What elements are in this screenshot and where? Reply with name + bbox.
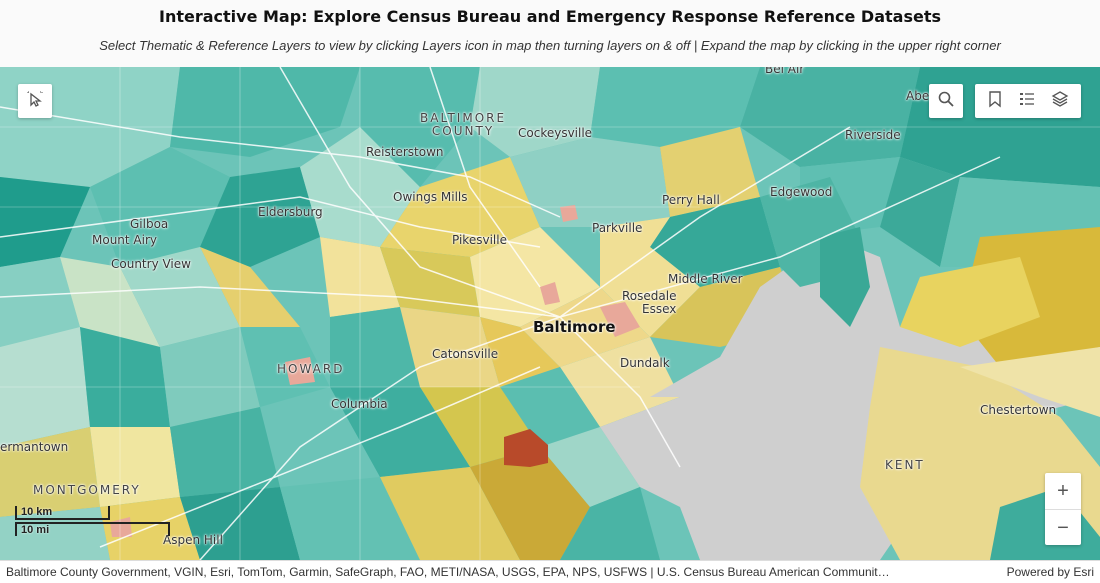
page-subtitle: Select Thematic & Reference Layers to vi… — [99, 38, 1001, 53]
label-essex: Essex — [642, 302, 677, 316]
attribution-sources[interactable]: Baltimore County Government, VGIN, Esri,… — [6, 565, 890, 579]
zoom-in-button[interactable]: + — [1045, 473, 1081, 510]
layers-icon — [1052, 90, 1069, 107]
header: Interactive Map: Explore Census Bureau a… — [0, 0, 1100, 68]
page-title: Interactive Map: Explore Census Bureau a… — [158, 7, 941, 26]
label-mount-airy: Mount Airy — [92, 233, 158, 247]
label-reisterstown: Reisterstown — [366, 145, 444, 159]
map-toolbar — [975, 84, 1081, 118]
label-baltimore-county: BALTIMORE COUNTY — [420, 111, 507, 138]
bookmark-icon — [988, 90, 1001, 107]
label-aspen-hill: Aspen Hill — [163, 533, 223, 547]
label-gilboa: Gilboa — [130, 217, 169, 231]
label-owings-mills: Owings Mills — [393, 190, 468, 204]
label-parkville: Parkville — [592, 221, 643, 235]
scale-mi: 10 mi — [15, 522, 170, 536]
label-aberdeen: Abe — [906, 89, 930, 103]
label-middle-river: Middle River — [668, 272, 743, 286]
label-dundalk: Dundalk — [620, 356, 670, 370]
label-howard: HOWARD — [277, 362, 345, 376]
search-icon — [937, 90, 955, 113]
scale-bar: 10 km 10 mi — [15, 506, 170, 536]
select-tool-button[interactable] — [18, 84, 52, 118]
label-edgewood: Edgewood — [770, 185, 833, 199]
label-country-view: Country View — [111, 257, 191, 271]
legend-button[interactable] — [1018, 90, 1036, 113]
choropleth-layer — [0, 67, 1100, 560]
legend-icon — [1019, 92, 1034, 105]
label-riverside: Riverside — [845, 128, 901, 142]
powered-by-esri[interactable]: Powered by Esri — [1006, 565, 1094, 579]
bookmark-button[interactable] — [987, 90, 1003, 113]
label-chestertown: Chestertown — [980, 403, 1057, 417]
zoom-out-button[interactable]: − — [1045, 510, 1081, 546]
label-cockeysville: Cockeysville — [518, 126, 593, 140]
label-kent: KENT — [885, 458, 925, 472]
label-catonsville: Catonsville — [432, 347, 499, 361]
zoom-out-icon: − — [1057, 516, 1069, 539]
label-perry-hall: Perry Hall — [662, 193, 720, 207]
attribution-bar[interactable]: Baltimore County Government, VGIN, Esri,… — [0, 560, 1100, 583]
label-baltimore: Baltimore — [533, 318, 616, 336]
scale-km: 10 km — [15, 506, 110, 520]
map-view[interactable]: BALTIMORE COUNTY Cockeysville Reistersto… — [0, 67, 1100, 560]
label-columbia: Columbia — [331, 397, 388, 411]
label-eldersburg: Eldersburg — [258, 205, 323, 219]
layers-button[interactable] — [1051, 90, 1069, 113]
search-button[interactable] — [929, 84, 963, 118]
label-rosedale: Rosedale — [622, 289, 677, 303]
zoom-in-icon: + — [1057, 479, 1069, 502]
label-pikesville: Pikesville — [452, 233, 507, 247]
label-bel-air: Bel Air — [765, 67, 805, 76]
select-icon — [26, 90, 44, 113]
label-germantown: ermantown — [0, 440, 69, 454]
zoom-control: + − — [1045, 473, 1081, 545]
label-montgomery: MONTGOMERY — [33, 483, 141, 497]
